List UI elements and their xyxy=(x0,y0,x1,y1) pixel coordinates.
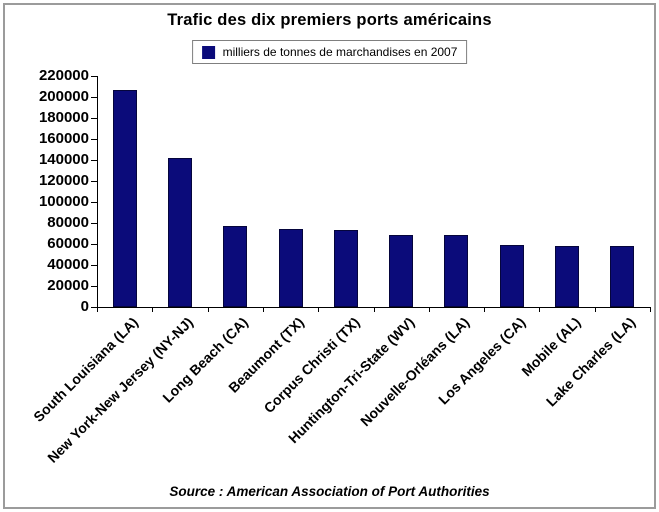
bar xyxy=(444,235,468,307)
y-axis-label: 60000 xyxy=(47,235,89,252)
y-axis-label: 40000 xyxy=(47,256,89,273)
legend-swatch-icon xyxy=(201,45,215,59)
x-axis-tick xyxy=(429,308,430,312)
x-axis-tick xyxy=(263,308,264,312)
x-axis-label: Corpus Christi (TX) xyxy=(260,314,363,417)
y-axis-tick xyxy=(91,160,97,161)
legend: milliers de tonnes de marchandises en 20… xyxy=(191,40,468,64)
chart-frame: Trafic des dix premiers ports américains… xyxy=(3,3,656,509)
x-axis-label: Nouvelle-Orléans (LA) xyxy=(357,314,473,430)
y-axis-label: 140000 xyxy=(38,151,89,168)
bar xyxy=(500,245,524,307)
y-axis-tick xyxy=(91,181,97,182)
plot-area: 0 20000 40000 60000 80000 100000 120000 140000 1… xyxy=(5,5,654,507)
x-axis-label: South Louisiana (LA) xyxy=(30,314,142,425)
y-axis-tick xyxy=(91,307,97,308)
y-axis-tick xyxy=(91,286,97,287)
y-axis-label: 220000 xyxy=(38,67,89,84)
x-axis-tick xyxy=(539,308,540,312)
y-axis-tick xyxy=(91,202,97,203)
x-axis-tick xyxy=(152,308,153,312)
y-axis-tick xyxy=(91,139,97,140)
x-axis-tick xyxy=(318,308,319,312)
bar xyxy=(334,230,358,307)
x-axis-tick xyxy=(97,308,98,312)
bar xyxy=(168,158,192,307)
y-axis-label: 20000 xyxy=(47,277,89,294)
y-axis-tick xyxy=(91,97,97,98)
legend-label: milliers de tonnes de marchandises en 20… xyxy=(222,45,458,59)
y-axis-tick xyxy=(91,118,97,119)
y-axis-tick xyxy=(91,265,97,266)
bar xyxy=(279,229,303,307)
y-axis-label: 100000 xyxy=(38,193,89,210)
y-axis-tick xyxy=(91,244,97,245)
bar xyxy=(389,235,413,307)
x-axis-tick xyxy=(484,308,485,312)
bar xyxy=(223,226,247,307)
y-axis-label: 200000 xyxy=(38,88,89,105)
y-axis-label: 0 xyxy=(80,298,89,315)
x-axis-tick xyxy=(595,308,596,312)
x-axis-tick xyxy=(374,308,375,312)
x-axis-line xyxy=(91,307,651,308)
x-axis-tick xyxy=(208,308,209,312)
y-axis-label: 120000 xyxy=(38,172,89,189)
y-axis-tick xyxy=(91,76,97,77)
bar xyxy=(113,90,137,307)
y-axis-label: 80000 xyxy=(47,214,89,231)
chart-title: Trafic des dix premiers ports américains xyxy=(167,11,492,29)
y-axis-line xyxy=(97,76,98,308)
y-axis-label: 160000 xyxy=(38,130,89,147)
y-axis-label: 180000 xyxy=(38,109,89,126)
bar xyxy=(610,246,634,307)
source-text: Source : American Association of Port Au… xyxy=(169,484,490,499)
x-axis-tick xyxy=(650,308,651,312)
bar xyxy=(555,246,579,307)
y-axis-tick xyxy=(91,223,97,224)
